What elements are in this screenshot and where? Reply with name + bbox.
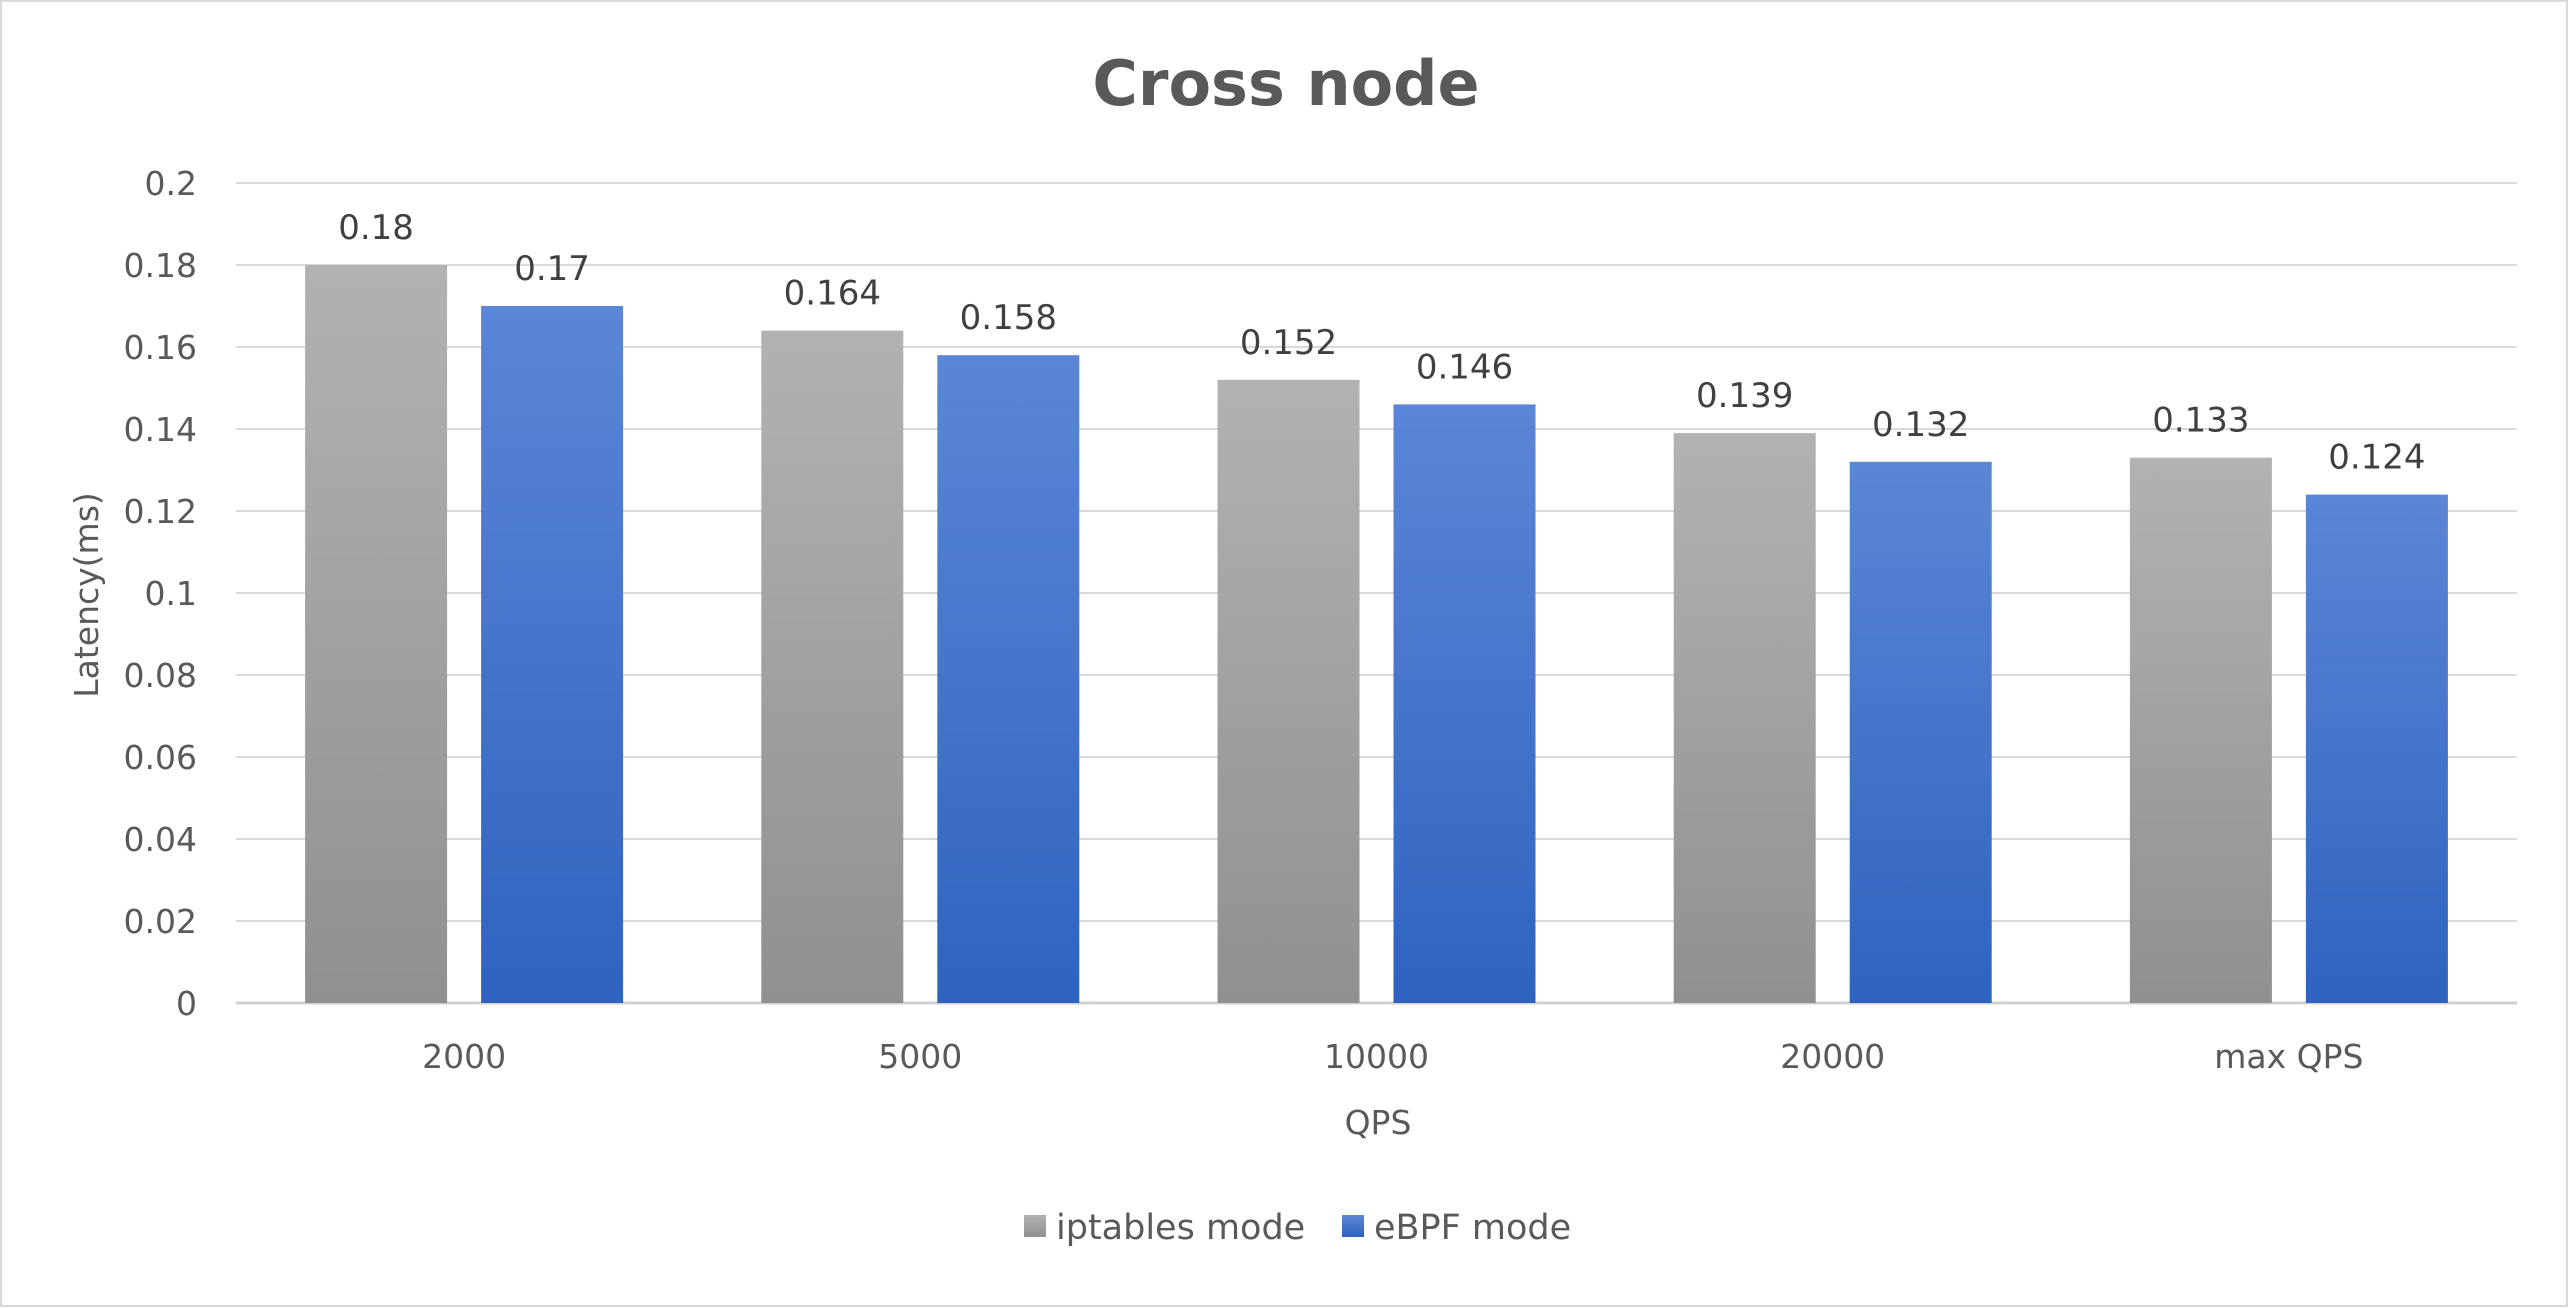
- x-tick-label: 2000: [422, 1037, 506, 1076]
- data-label: 0.139: [1696, 376, 1793, 416]
- x-tick-label: max QPS: [2214, 1037, 2363, 1076]
- y-tick-label: 0.08: [124, 656, 197, 695]
- data-label: 0.132: [1872, 405, 1969, 445]
- data-label: 0.124: [2328, 438, 2425, 478]
- y-tick-label: 0.1: [145, 574, 197, 613]
- x-axis-title: QPS: [1345, 1103, 1412, 1142]
- x-tick-label: 10000: [1324, 1037, 1429, 1076]
- data-label: 0.17: [514, 249, 590, 289]
- bar-iptables-3: [1673, 433, 1816, 1004]
- data-labels: 0.18 0.17 0.164 0.158 0.152 0.146 0.139 0.132 0.…: [338, 208, 2425, 478]
- y-tick-label: 0.04: [124, 820, 197, 859]
- bar-ebpf-3: [1849, 461, 1992, 1003]
- bar-iptables-0: [305, 265, 448, 1003]
- y-tick-label: 0.18: [124, 246, 197, 285]
- y-tick-label: 0.12: [124, 492, 197, 531]
- data-label: 0.133: [2152, 401, 2249, 441]
- data-label: 0.164: [784, 274, 881, 314]
- y-tick-label: 0.14: [124, 410, 197, 449]
- data-label: 0.18: [338, 208, 414, 248]
- x-axis-ticks: 2000 5000 10000 20000 max QPS: [422, 1037, 2363, 1076]
- y-tick-label: 0.02: [124, 902, 197, 941]
- y-tick-label: 0.06: [124, 738, 197, 777]
- x-tick-label: 5000: [878, 1037, 962, 1076]
- bars: [305, 265, 2448, 1004]
- y-tick-label: 0.2: [145, 164, 197, 203]
- bar-iptables-4: [2129, 457, 2272, 1003]
- x-tick-label: 20000: [1780, 1037, 1885, 1076]
- y-tick-label: 0: [176, 984, 197, 1023]
- bar-ebpf-1: [937, 355, 1080, 1003]
- data-label: 0.158: [960, 298, 1057, 338]
- legend: iptables mode eBPF mode: [1024, 1208, 1571, 1248]
- data-label: 0.152: [1240, 323, 1337, 363]
- bar-ebpf-0: [481, 306, 624, 1003]
- legend-swatch-ebpf: [1342, 1215, 1364, 1237]
- bar-ebpf-4: [2305, 494, 2448, 1003]
- legend-swatch-iptables: [1024, 1215, 1046, 1237]
- chart-title: Cross node: [1092, 47, 1479, 120]
- bar-iptables-2: [1217, 379, 1360, 1003]
- y-axis-title: Latency(ms): [67, 492, 106, 698]
- bar-ebpf-2: [1393, 404, 1536, 1003]
- data-label: 0.146: [1416, 347, 1513, 387]
- y-tick-label: 0.16: [124, 328, 197, 367]
- legend-label-iptables: iptables mode: [1056, 1208, 1305, 1248]
- legend-label-ebpf: eBPF mode: [1374, 1208, 1571, 1248]
- y-axis-ticks: 0 0.02 0.04 0.06 0.08 0.1 0.12 0.14 0.16 0.18 0.2: [124, 164, 197, 1023]
- bar-iptables-1: [761, 330, 904, 1004]
